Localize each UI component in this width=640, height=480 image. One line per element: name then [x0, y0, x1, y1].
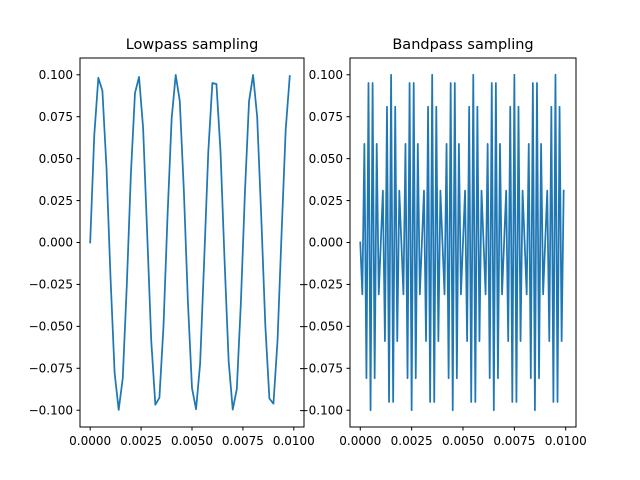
- lowpass-y-tick-label: 0.000: [39, 236, 73, 250]
- bandpass-y-tick-label: −0.025: [299, 278, 343, 292]
- lowpass-y-tick-label: 0.025: [39, 194, 73, 208]
- lowpass-y-tick-label: −0.075: [29, 361, 73, 375]
- lowpass-x-tick-label: 0.0050: [171, 434, 213, 448]
- bandpass-y-tick-label: −0.100: [299, 403, 343, 417]
- bandpass-y-axis: −0.100 −0.075 −0.050 −0.025 0.000 0.025 0.050 0…: [299, 68, 350, 417]
- lowpass-y-axis: −0.100 −0.075 −0.050 −0.025 0.000 0.025 0.050 0…: [29, 68, 80, 417]
- bandpass-y-tick-label: 0.050: [309, 152, 343, 166]
- bandpass-chart: Bandpass sampling −0.100 −0.075 −0.050 −0.0…: [299, 37, 587, 448]
- bandpass-x-tick-label: 0.0100: [545, 434, 587, 448]
- bandpass-x-tick-label: 0.0000: [339, 434, 381, 448]
- lowpass-y-tick-label: 0.050: [39, 152, 73, 166]
- lowpass-series-line-0: [89, 74, 291, 411]
- bandpass-y-tick-label: 0.000: [309, 236, 343, 250]
- lowpass-x-tick-label: 0.0000: [69, 434, 111, 448]
- lowpass-x-tick-label: 0.0025: [120, 434, 162, 448]
- bandpass-y-tick-label: −0.075: [299, 361, 343, 375]
- bandpass-y-tick-label: 0.025: [309, 194, 343, 208]
- bandpass-x-tick-label: 0.0075: [493, 434, 535, 448]
- bandpass-series-group: [359, 73, 565, 412]
- lowpass-y-tick-label: 0.075: [39, 110, 73, 124]
- lowpass-y-tick-label: −0.025: [29, 278, 73, 292]
- bandpass-x-axis: 0.0000 0.0025 0.0050 0.0075 0.0100: [339, 427, 587, 448]
- lowpass-y-tick-label: 0.100: [39, 68, 73, 82]
- bandpass-x-tick-label: 0.0050: [442, 434, 484, 448]
- bandpass-y-tick-label: 0.075: [309, 110, 343, 124]
- lowpass-axes-frame: [79, 57, 305, 428]
- lowpass-y-tick-label: −0.100: [29, 403, 73, 417]
- lowpass-x-tick-label: 0.0075: [222, 434, 264, 448]
- lowpass-x-tick-label: 0.0100: [273, 434, 315, 448]
- lowpass-series-group: [89, 74, 291, 411]
- lowpass-chart-title: Lowpass sampling: [126, 37, 259, 53]
- lowpass-chart: Lowpass sampling −0.100 −0.075 −0.050 −0.02…: [29, 37, 315, 448]
- bandpass-x-tick-label: 0.0025: [391, 434, 433, 448]
- bandpass-y-tick-label: −0.050: [299, 320, 343, 334]
- lowpass-y-tick-label: −0.050: [29, 320, 73, 334]
- bandpass-axes-frame: [349, 57, 577, 428]
- bandpass-chart-title: Bandpass sampling: [392, 37, 533, 53]
- bandpass-y-tick-label: 0.100: [309, 68, 343, 82]
- bandpass-series-line-0: [359, 73, 565, 412]
- lowpass-x-axis: 0.0000 0.0025 0.0050 0.0075 0.0100: [69, 427, 315, 448]
